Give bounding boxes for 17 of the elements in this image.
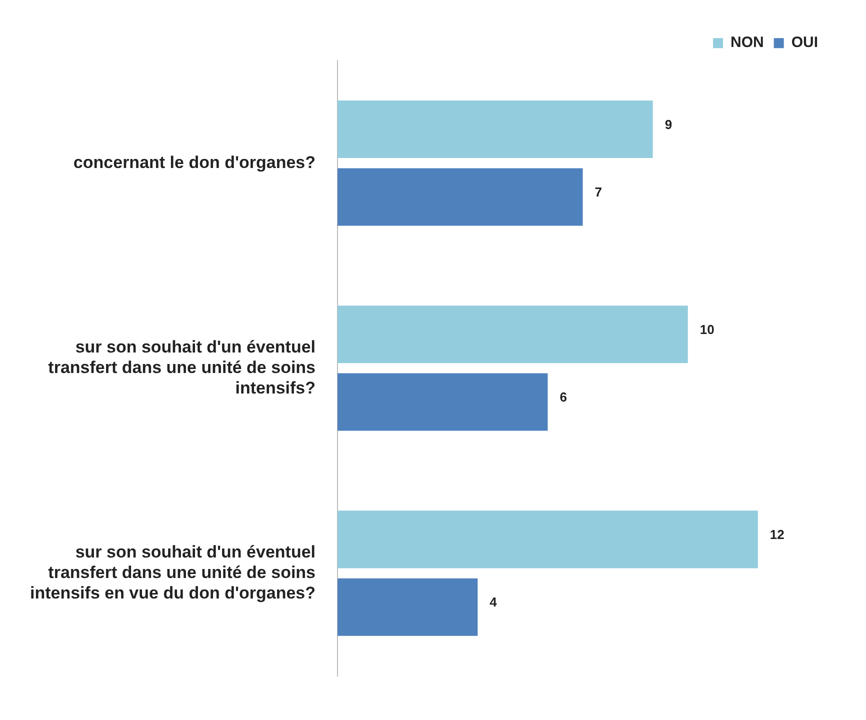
bar [338, 373, 548, 431]
legend-label: NON [730, 34, 764, 52]
data-label: 9 [664, 116, 672, 132]
data-label: 4 [490, 594, 498, 610]
bar [338, 510, 758, 568]
bar [338, 168, 583, 226]
legend-label: OUI [791, 34, 818, 52]
bar [338, 306, 688, 364]
y-tick-label: sur son souhait d'un éventuel transfert dans une unité de soins intensifs? [48, 337, 316, 398]
bar [338, 100, 653, 158]
data-label: 6 [560, 390, 567, 405]
data-label: 7 [594, 184, 602, 200]
data-label: 12 [770, 527, 784, 542]
y-tick-label: concernant le don d'organes? [73, 152, 316, 172]
data-label: 10 [700, 322, 714, 337]
bar [338, 578, 478, 636]
y-tick-label: sur son souhait d'un éventuel transfert dans une unité de soins intensifs en vue du don d'organes? [30, 542, 316, 602]
